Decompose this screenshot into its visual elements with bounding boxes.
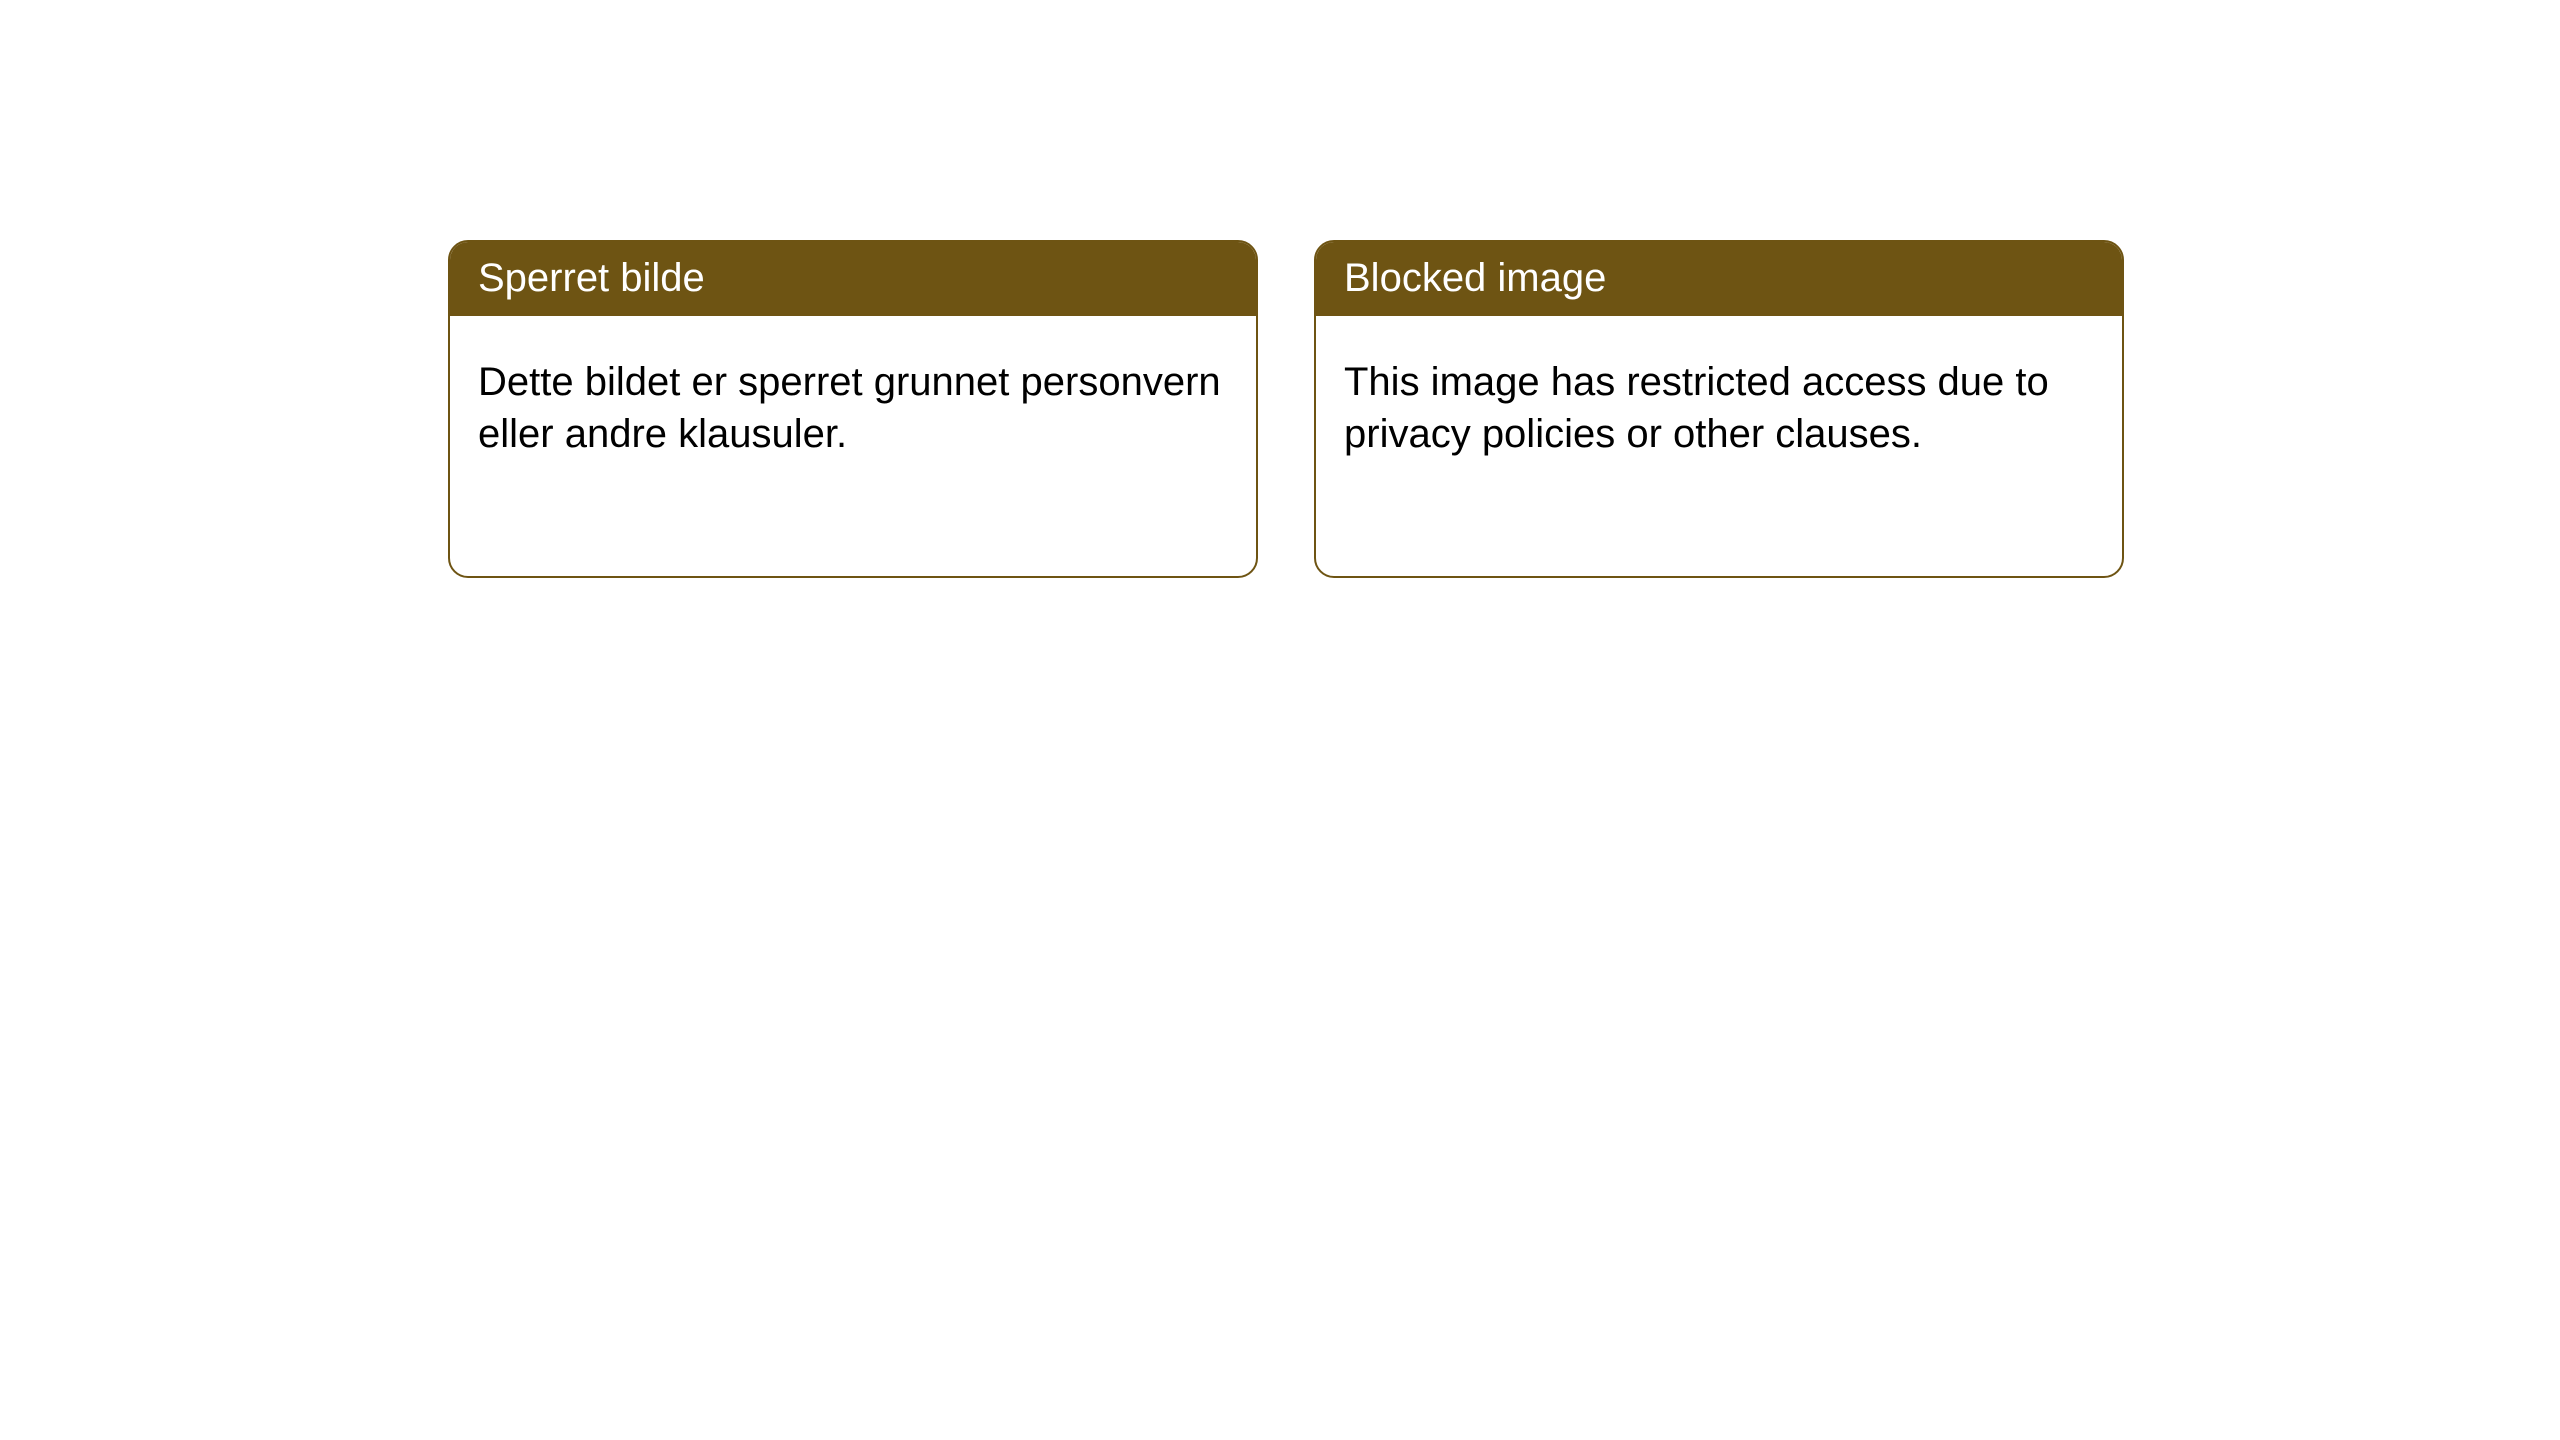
notice-body: Dette bildet er sperret grunnet personve…	[450, 316, 1256, 488]
notice-title: Sperret bilde	[450, 242, 1256, 316]
notice-container: Sperret bilde Dette bildet er sperret gr…	[0, 0, 2560, 578]
notice-card-norwegian: Sperret bilde Dette bildet er sperret gr…	[448, 240, 1258, 578]
notice-title: Blocked image	[1316, 242, 2122, 316]
notice-card-english: Blocked image This image has restricted …	[1314, 240, 2124, 578]
notice-body: This image has restricted access due to …	[1316, 316, 2122, 488]
